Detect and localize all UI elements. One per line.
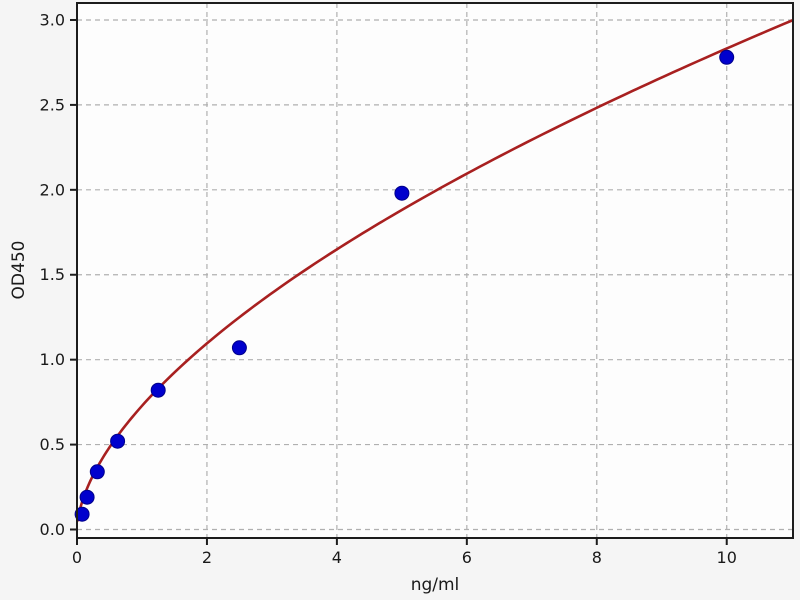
x-tick-label: 2 <box>202 548 212 567</box>
y-tick-label: 2.5 <box>40 95 65 114</box>
y-tick-label: 1.0 <box>40 350 65 369</box>
x-tick-label: 6 <box>462 548 472 567</box>
data-point <box>79 489 95 505</box>
plot-border <box>76 2 794 539</box>
x-tick-label: 0 <box>72 548 82 567</box>
data-point <box>110 433 126 449</box>
y-tick-label: 0.0 <box>40 520 65 539</box>
data-layer <box>74 18 794 522</box>
axes-spines <box>76 2 794 539</box>
x-axis-label: ng/ml <box>411 575 460 595</box>
x-tick-label: 8 <box>592 548 602 567</box>
y-tick-label: 0.5 <box>40 435 65 454</box>
x-tick-label: 10 <box>717 548 737 567</box>
data-point <box>74 506 90 522</box>
data-point <box>231 340 247 356</box>
tick-marks-and-labels: 0 2 4 6 8 10 0.0 0.5 1.0 1.5 2.0 2.5 3.0 <box>40 10 737 567</box>
y-axis-label: OD450 <box>9 241 29 300</box>
data-point <box>719 49 735 65</box>
y-tick-label: 2.0 <box>40 180 65 199</box>
x-tick-label: 4 <box>332 548 342 567</box>
data-point <box>150 382 166 398</box>
data-point <box>394 185 410 201</box>
y-tick-label: 1.5 <box>40 265 65 284</box>
y-tick-label: 3.0 <box>40 10 65 29</box>
plot-area <box>77 3 793 538</box>
data-point <box>89 464 105 480</box>
